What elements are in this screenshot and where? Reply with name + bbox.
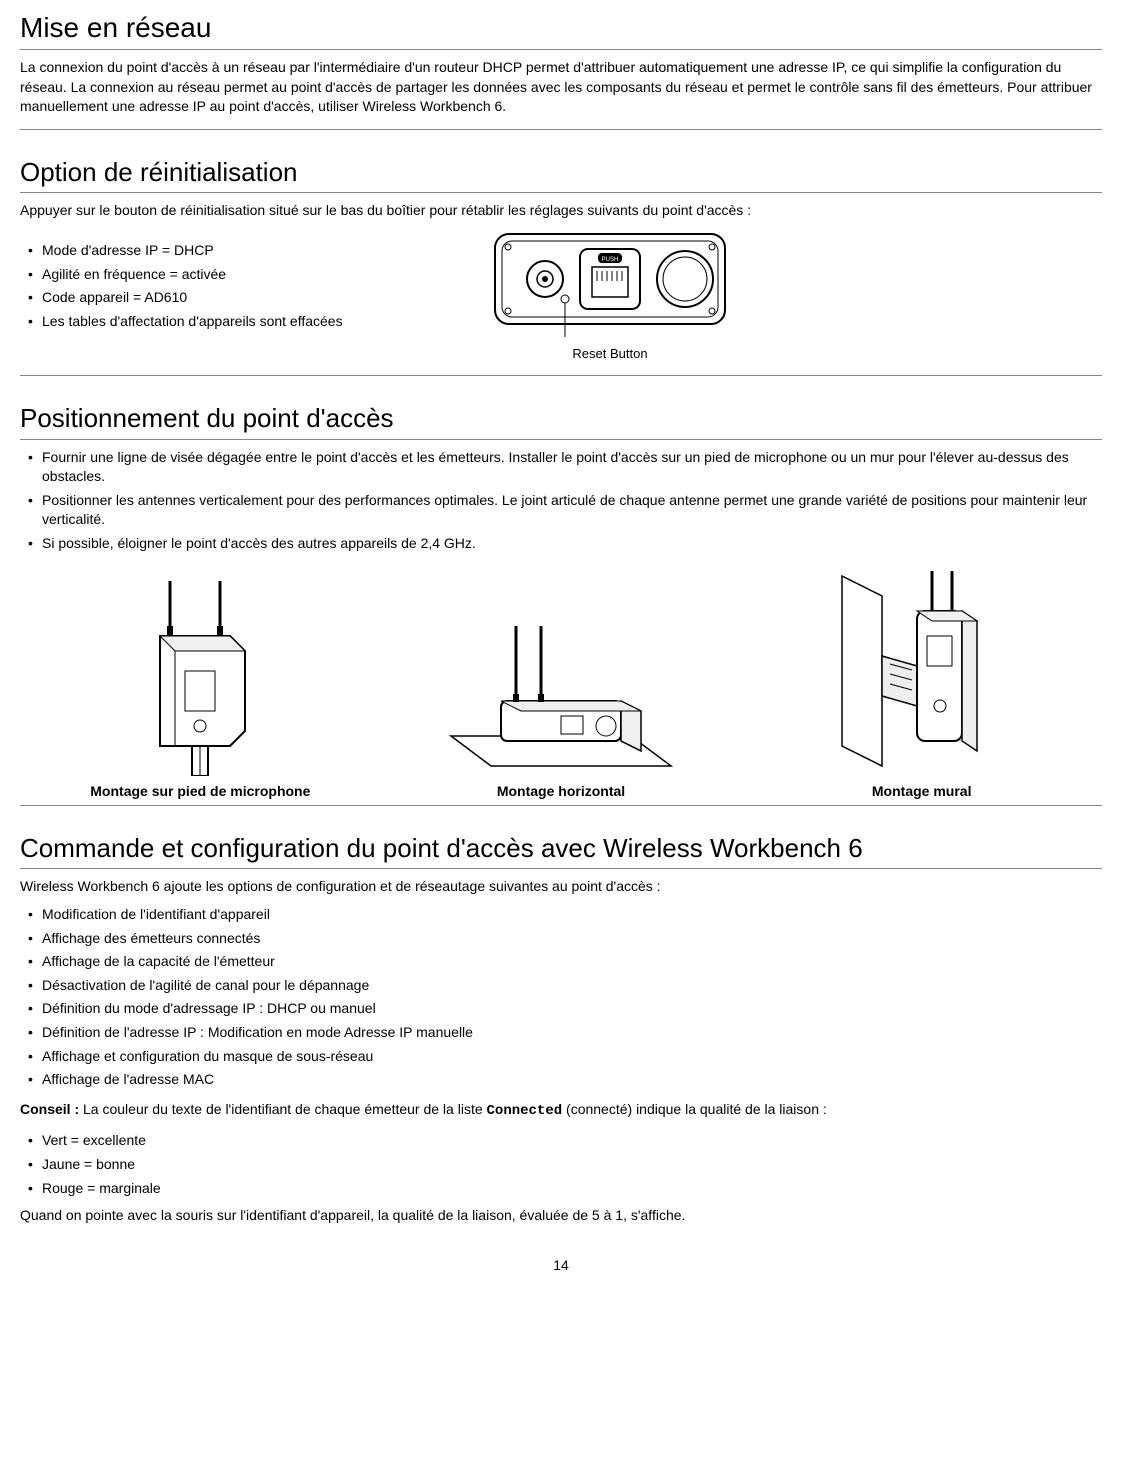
- list-item: Affichage de l'adresse MAC: [28, 1070, 1102, 1090]
- list-item: Agilité en fréquence = activée: [28, 265, 440, 285]
- list-item: Désactivation de l'agilité de canal pour…: [28, 976, 1102, 996]
- mounting-caption-horizontal: Montage horizontal: [381, 782, 742, 802]
- mounting-caption-mic: Montage sur pied de microphone: [20, 782, 381, 802]
- section-intro-wwb6: Wireless Workbench 6 ajoute les options …: [20, 877, 1102, 897]
- list-item: Définition de l'adresse IP : Modificatio…: [28, 1023, 1102, 1043]
- list-item: Si possible, éloigner le point d'accès d…: [28, 534, 1102, 554]
- reset-figure: PUSH Reset Button: [470, 229, 750, 363]
- list-item: Vert = excellente: [28, 1131, 1102, 1151]
- list-item: Mode d'adresse IP = DHCP: [28, 241, 440, 261]
- list-item: Affichage des émetteurs connectés: [28, 929, 1102, 949]
- list-item: Rouge = marginale: [28, 1179, 1102, 1199]
- mounting-horizontal: Montage horizontal: [381, 606, 742, 802]
- section-intro-networking: La connexion du point d'accès à un résea…: [20, 58, 1102, 117]
- section-outro-wwb6: Quand on pointe avec la souris sur l'ide…: [20, 1206, 1102, 1226]
- mic-stand-mount-icon: [110, 576, 290, 776]
- reset-list: Mode d'adresse IP = DHCP Agilité en fréq…: [20, 237, 440, 335]
- device-bottom-icon: PUSH: [490, 229, 730, 339]
- tip-label: Conseil :: [20, 1101, 79, 1117]
- tip-text-b: (connecté) indique la qualité de la liai…: [562, 1101, 827, 1117]
- list-item: Définition du mode d'adressage IP : DHCP…: [28, 999, 1102, 1019]
- list-item: Affichage et configuration du masque de …: [28, 1047, 1102, 1067]
- tip-line: Conseil : La couleur du texte de l'ident…: [20, 1100, 1102, 1122]
- section-title-wwb6: Commande et configuration du point d'acc…: [20, 830, 1102, 869]
- positioning-list: Fournir une ligne de visée dégagée entre…: [20, 448, 1102, 554]
- wall-mount-icon: [822, 566, 1022, 776]
- tip-mono: Connected: [487, 1103, 563, 1119]
- list-item: Jaune = bonne: [28, 1155, 1102, 1175]
- section-title-positioning: Positionnement du point d'accès: [20, 400, 1102, 439]
- list-item: Affichage de la capacité de l'émetteur: [28, 952, 1102, 972]
- horizontal-mount-icon: [431, 606, 691, 776]
- section-title-reset: Option de réinitialisation: [20, 154, 1102, 193]
- section-intro-reset: Appuyer sur le bouton de réinitialisatio…: [20, 201, 1102, 221]
- list-item: Modification de l'identifiant d'appareil: [28, 905, 1102, 925]
- page-number: 14: [20, 1256, 1102, 1276]
- tip-text-a: La couleur du texte de l'identifiant de …: [79, 1101, 486, 1117]
- list-item: Les tables d'affectation d'appareils son…: [28, 312, 440, 332]
- list-item: Positionner les antennes verticalement p…: [28, 491, 1102, 530]
- list-item: Code appareil = AD610: [28, 288, 440, 308]
- svg-text:PUSH: PUSH: [602, 257, 619, 263]
- mounting-wall: Montage mural: [741, 566, 1102, 802]
- wwb6-list: Modification de l'identifiant d'appareil…: [20, 905, 1102, 1090]
- list-item: Fournir une ligne de visée dégagée entre…: [28, 448, 1102, 487]
- mounting-caption-wall: Montage mural: [741, 782, 1102, 802]
- mounting-mic-stand: Montage sur pied de microphone: [20, 576, 381, 802]
- reset-caption: Reset Button: [470, 345, 750, 363]
- section-title-networking: Mise en réseau: [20, 8, 1102, 50]
- quality-list: Vert = excellente Jaune = bonne Rouge = …: [20, 1131, 1102, 1198]
